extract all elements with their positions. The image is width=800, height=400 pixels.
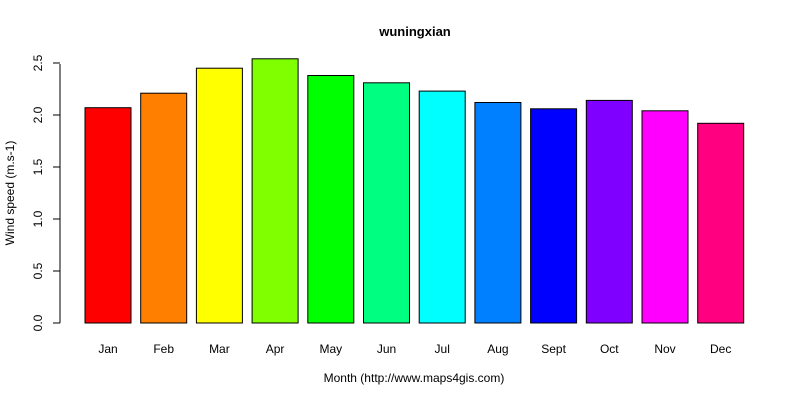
bar-jul <box>418 90 466 324</box>
y-tick-label: 1.0 <box>31 210 45 227</box>
x-tick-label-dec: Dec <box>710 342 731 356</box>
bar-jan <box>84 107 132 324</box>
bar-feb <box>140 92 188 324</box>
x-axis-label: Month (http://www.maps4gis.com) <box>324 371 505 385</box>
bar-sept <box>530 108 578 324</box>
x-tick-label-nov: Nov <box>654 342 675 356</box>
y-axis-label: Wind speed (m.s-1) <box>3 141 17 246</box>
x-tick-label-feb: Feb <box>153 342 174 356</box>
y-tick-label: 1.5 <box>31 158 45 175</box>
x-tick-label-mar: Mar <box>209 342 230 356</box>
x-tick-label-jan: Jan <box>98 342 117 356</box>
bars-group <box>84 58 745 324</box>
bar-dec <box>697 122 745 324</box>
x-tick-label-oct: Oct <box>600 342 619 356</box>
x-tick-label-jul: Jul <box>435 342 450 356</box>
y-tick-label: 2.5 <box>31 54 45 71</box>
bar-jun <box>363 82 410 324</box>
bar-nov <box>641 110 689 324</box>
x-tick-label-aug: Aug <box>487 342 508 356</box>
x-tick-label-may: May <box>319 342 342 356</box>
x-tick-labels: Jan Feb Mar Apr May Jun Jul Aug Sept Oct Nov Dec <box>98 342 731 356</box>
x-tick-label-sept: Sept <box>541 342 566 356</box>
bar-mar <box>195 67 243 324</box>
bar-oct <box>585 99 633 324</box>
bar-may <box>307 75 355 324</box>
chart-title: wuningxian <box>378 24 451 39</box>
bar-apr <box>251 58 299 324</box>
y-tick-label: 0.0 <box>31 314 45 331</box>
bar-aug <box>474 102 522 324</box>
x-tick-label-apr: Apr <box>266 342 285 356</box>
y-tick-label: 0.5 <box>31 262 45 279</box>
y-tick-label: 2.0 <box>31 106 45 123</box>
y-axis-ticks: 0.0 0.5 1.0 1.5 2.0 2.5 <box>31 54 60 331</box>
x-tick-label-jun: Jun <box>377 342 396 356</box>
